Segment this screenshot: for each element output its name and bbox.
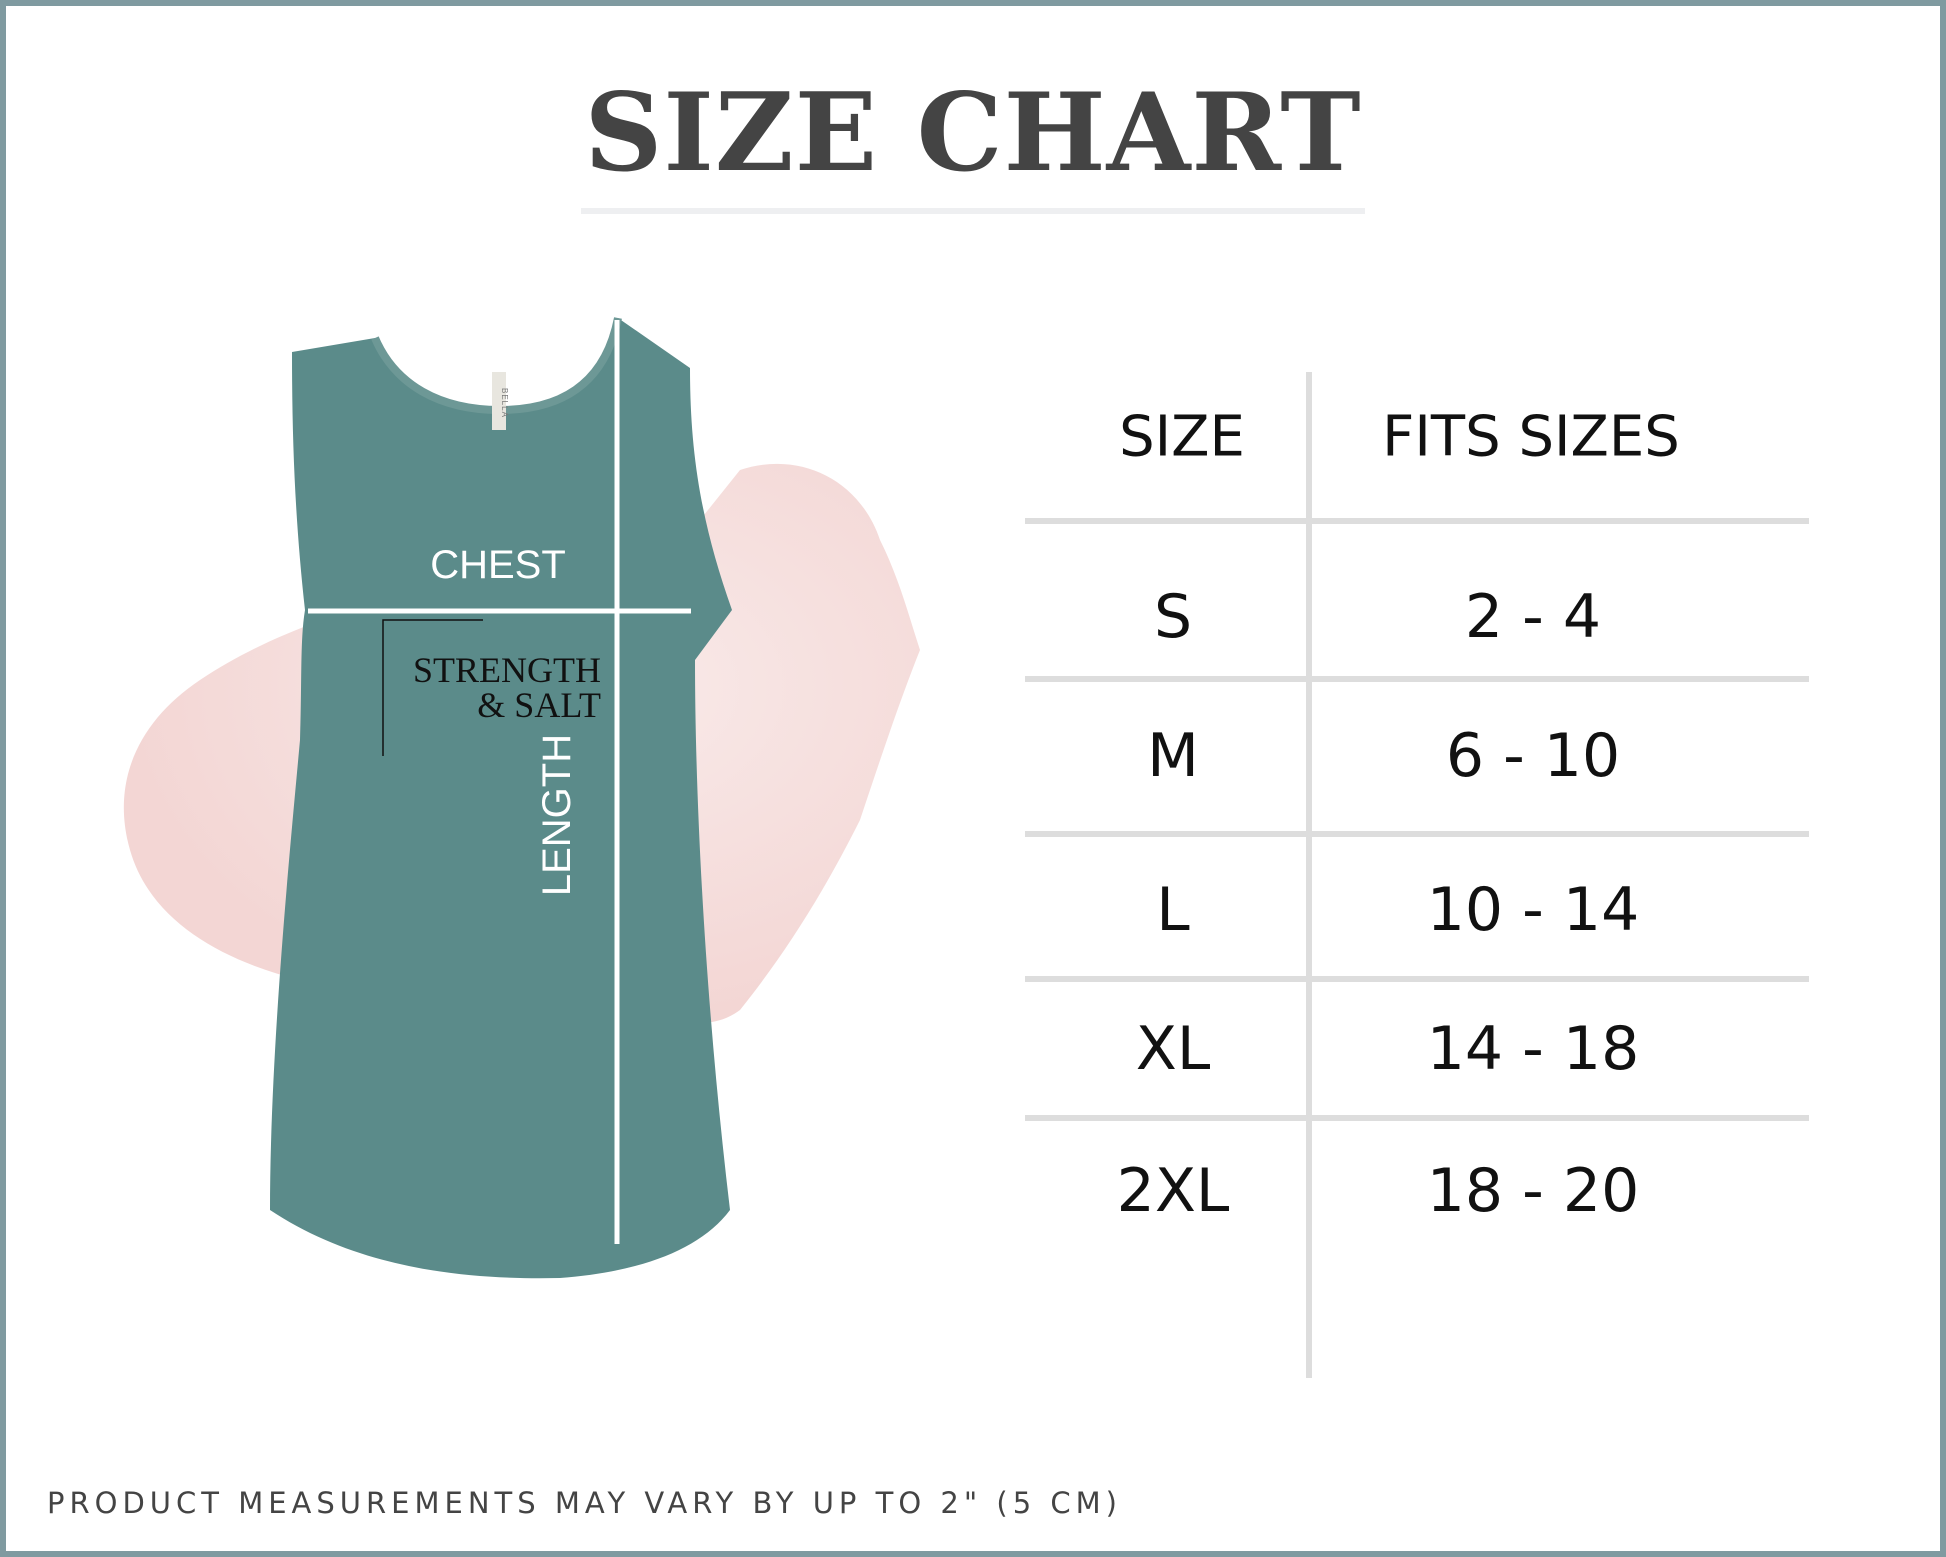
fits-cell: 6 - 10 <box>1445 721 1621 791</box>
tag-text: BELLA <box>500 388 509 418</box>
print-bracket <box>382 619 483 756</box>
tag-icon <box>492 372 506 430</box>
fits-cell: 14 - 18 <box>1426 1014 1640 1084</box>
length-label: LENGTH <box>535 734 579 896</box>
print-text-line-2: & SALT <box>477 685 601 725</box>
chest-label: CHEST <box>430 543 566 587</box>
title-underline <box>581 208 1365 214</box>
header-fits-sizes: FITS SIZES <box>1382 404 1680 470</box>
print-text-line-1: STRENGTH <box>413 650 601 690</box>
fits-cell: 10 - 14 <box>1426 875 1640 945</box>
size-cell: L <box>1156 875 1190 945</box>
page-title: SIZE CHART <box>584 70 1362 196</box>
header-size: SIZE <box>1119 404 1245 470</box>
size-cell: XL <box>1135 1014 1211 1084</box>
tank-top <box>270 318 732 1279</box>
fits-cell: 18 - 20 <box>1426 1156 1640 1226</box>
size-cell: S <box>1153 582 1193 652</box>
table-row-dividers <box>1025 518 1809 1121</box>
size-cell: M <box>1147 721 1199 791</box>
size-cell: 2XL <box>1116 1156 1230 1226</box>
fits-cell: 2 - 4 <box>1464 582 1602 652</box>
measurement-disclaimer: PRODUCT MEASUREMENTS MAY VARY BY UP TO 2… <box>47 1486 1122 1520</box>
